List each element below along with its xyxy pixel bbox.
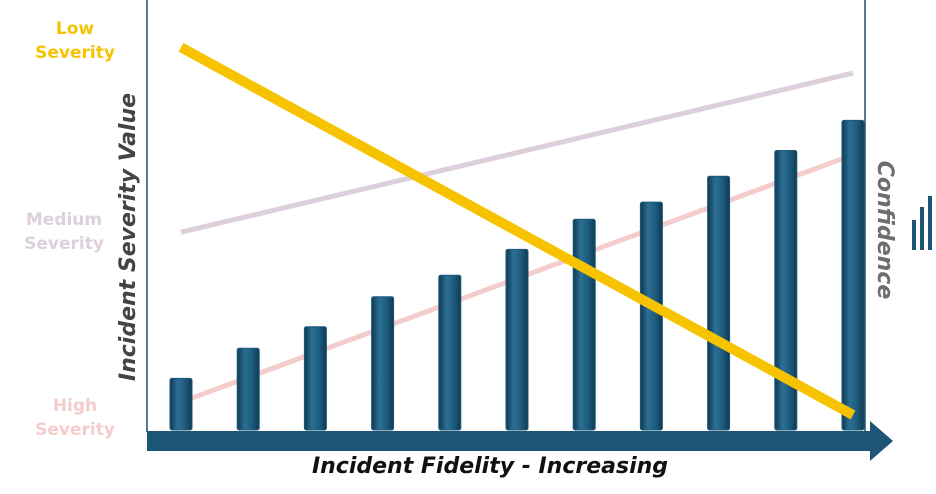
y-axis-title: Incident Severity Value xyxy=(116,93,141,381)
x-axis-title: Incident Fidelity - Increasing xyxy=(312,454,668,479)
x-axis xyxy=(147,431,872,451)
bar xyxy=(303,326,327,431)
y2-axis-title: Confidence xyxy=(872,161,897,300)
confidence-icon xyxy=(912,196,932,250)
bar xyxy=(707,175,731,431)
bar xyxy=(236,347,260,431)
bar xyxy=(572,218,596,431)
bar xyxy=(841,119,865,431)
bar xyxy=(505,248,529,431)
trend-line xyxy=(180,70,854,235)
bar xyxy=(371,296,395,431)
legend-label: High Severity xyxy=(35,396,115,440)
legend-label: Low Severity xyxy=(35,19,115,63)
legend-label: Medium Severity xyxy=(24,210,104,254)
bar xyxy=(438,274,462,431)
bar xyxy=(774,150,798,431)
trend-line xyxy=(178,42,856,420)
plot xyxy=(169,42,865,431)
bar xyxy=(639,201,663,431)
x-axis-arrow xyxy=(870,421,893,461)
bar xyxy=(169,377,193,431)
